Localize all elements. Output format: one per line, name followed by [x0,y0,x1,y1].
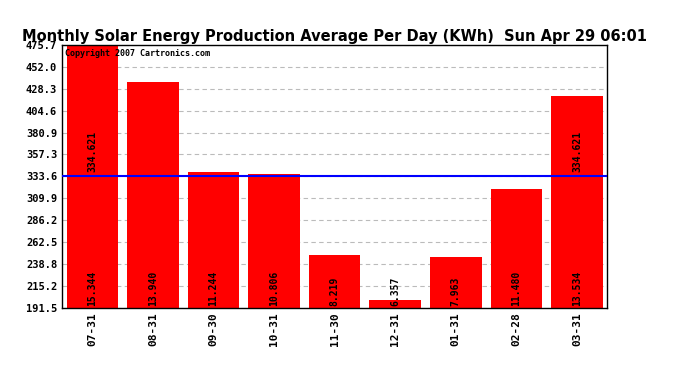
Text: Copyright 2007 Cartronics.com: Copyright 2007 Cartronics.com [65,49,210,58]
Bar [188,172,239,308]
Text: 13.940: 13.940 [148,270,158,306]
Bar [248,174,300,308]
Bar [430,257,482,307]
Text: 6.357: 6.357 [391,276,400,306]
Bar [309,255,360,308]
Bar [491,189,542,308]
Text: 8.219: 8.219 [330,276,339,306]
Text: 334.621: 334.621 [572,130,582,172]
Bar [67,45,118,308]
Bar [551,96,602,308]
Text: 15.344: 15.344 [88,270,97,306]
Text: 10.806: 10.806 [269,270,279,306]
Title: Monthly Solar Energy Production Average Per Day (KWh)  Sun Apr 29 06:01: Monthly Solar Energy Production Average … [22,29,647,44]
Text: 11.244: 11.244 [208,270,219,306]
Bar [127,82,179,308]
Text: 11.480: 11.480 [511,270,522,306]
Text: 334.621: 334.621 [88,130,97,172]
Text: 7.963: 7.963 [451,276,461,306]
Bar [369,300,421,307]
Text: 13.534: 13.534 [572,270,582,306]
